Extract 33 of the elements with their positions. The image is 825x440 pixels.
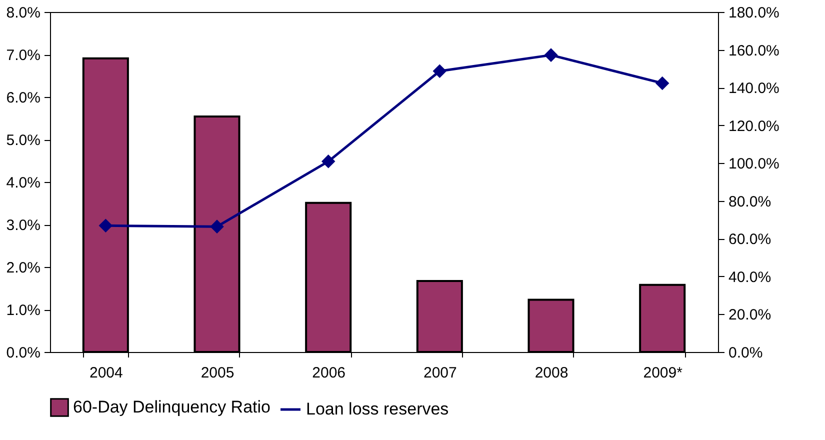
y2-tick-label: 120.0% xyxy=(728,118,780,135)
y2-tick-label: 80.0% xyxy=(728,193,772,210)
point xyxy=(656,76,669,90)
point xyxy=(433,64,446,78)
y-tick-label: 7.0% xyxy=(6,47,40,64)
y-tick-label: 5.0% xyxy=(6,132,40,149)
x-tick-label: 2009* xyxy=(643,364,683,382)
y-tick-label: 2.0% xyxy=(6,260,40,276)
y2-tick-label: 160.0% xyxy=(728,42,780,60)
y2-tick-label: 100.0% xyxy=(728,156,780,173)
y2-tick-label: 0.0% xyxy=(728,344,763,362)
y2-tick-label: 40.0% xyxy=(728,268,772,286)
point xyxy=(210,220,224,234)
y-tick-label: 0.0% xyxy=(6,344,40,362)
x-tick-label: 2007 xyxy=(423,364,457,382)
x-tick-label: 2008 xyxy=(534,364,568,382)
y2-tick-label: 20.0% xyxy=(728,306,772,324)
point xyxy=(322,154,335,168)
x-tick-label: 2004 xyxy=(89,364,123,382)
y2-tick-label: 180.0% xyxy=(728,4,780,22)
y-tick-label: 4.0% xyxy=(6,174,40,192)
legend-label: Loan loss reserves xyxy=(306,400,449,418)
legend-label: 60-Day Delinquency Ratio xyxy=(73,398,270,416)
x-tick-label: 2006 xyxy=(312,364,346,382)
point xyxy=(99,219,112,232)
y2-tick-label: 140.0% xyxy=(728,80,780,98)
y-tick-label: 8.0% xyxy=(6,4,40,22)
y-tick-label: 6.0% xyxy=(6,90,40,106)
y-tick-label: 3.0% xyxy=(6,217,40,234)
y2-tick-label: 60.0% xyxy=(728,231,772,248)
point xyxy=(544,48,558,62)
x-tick-label: 2005 xyxy=(200,364,234,382)
y-tick-label: 1.0% xyxy=(6,302,40,319)
